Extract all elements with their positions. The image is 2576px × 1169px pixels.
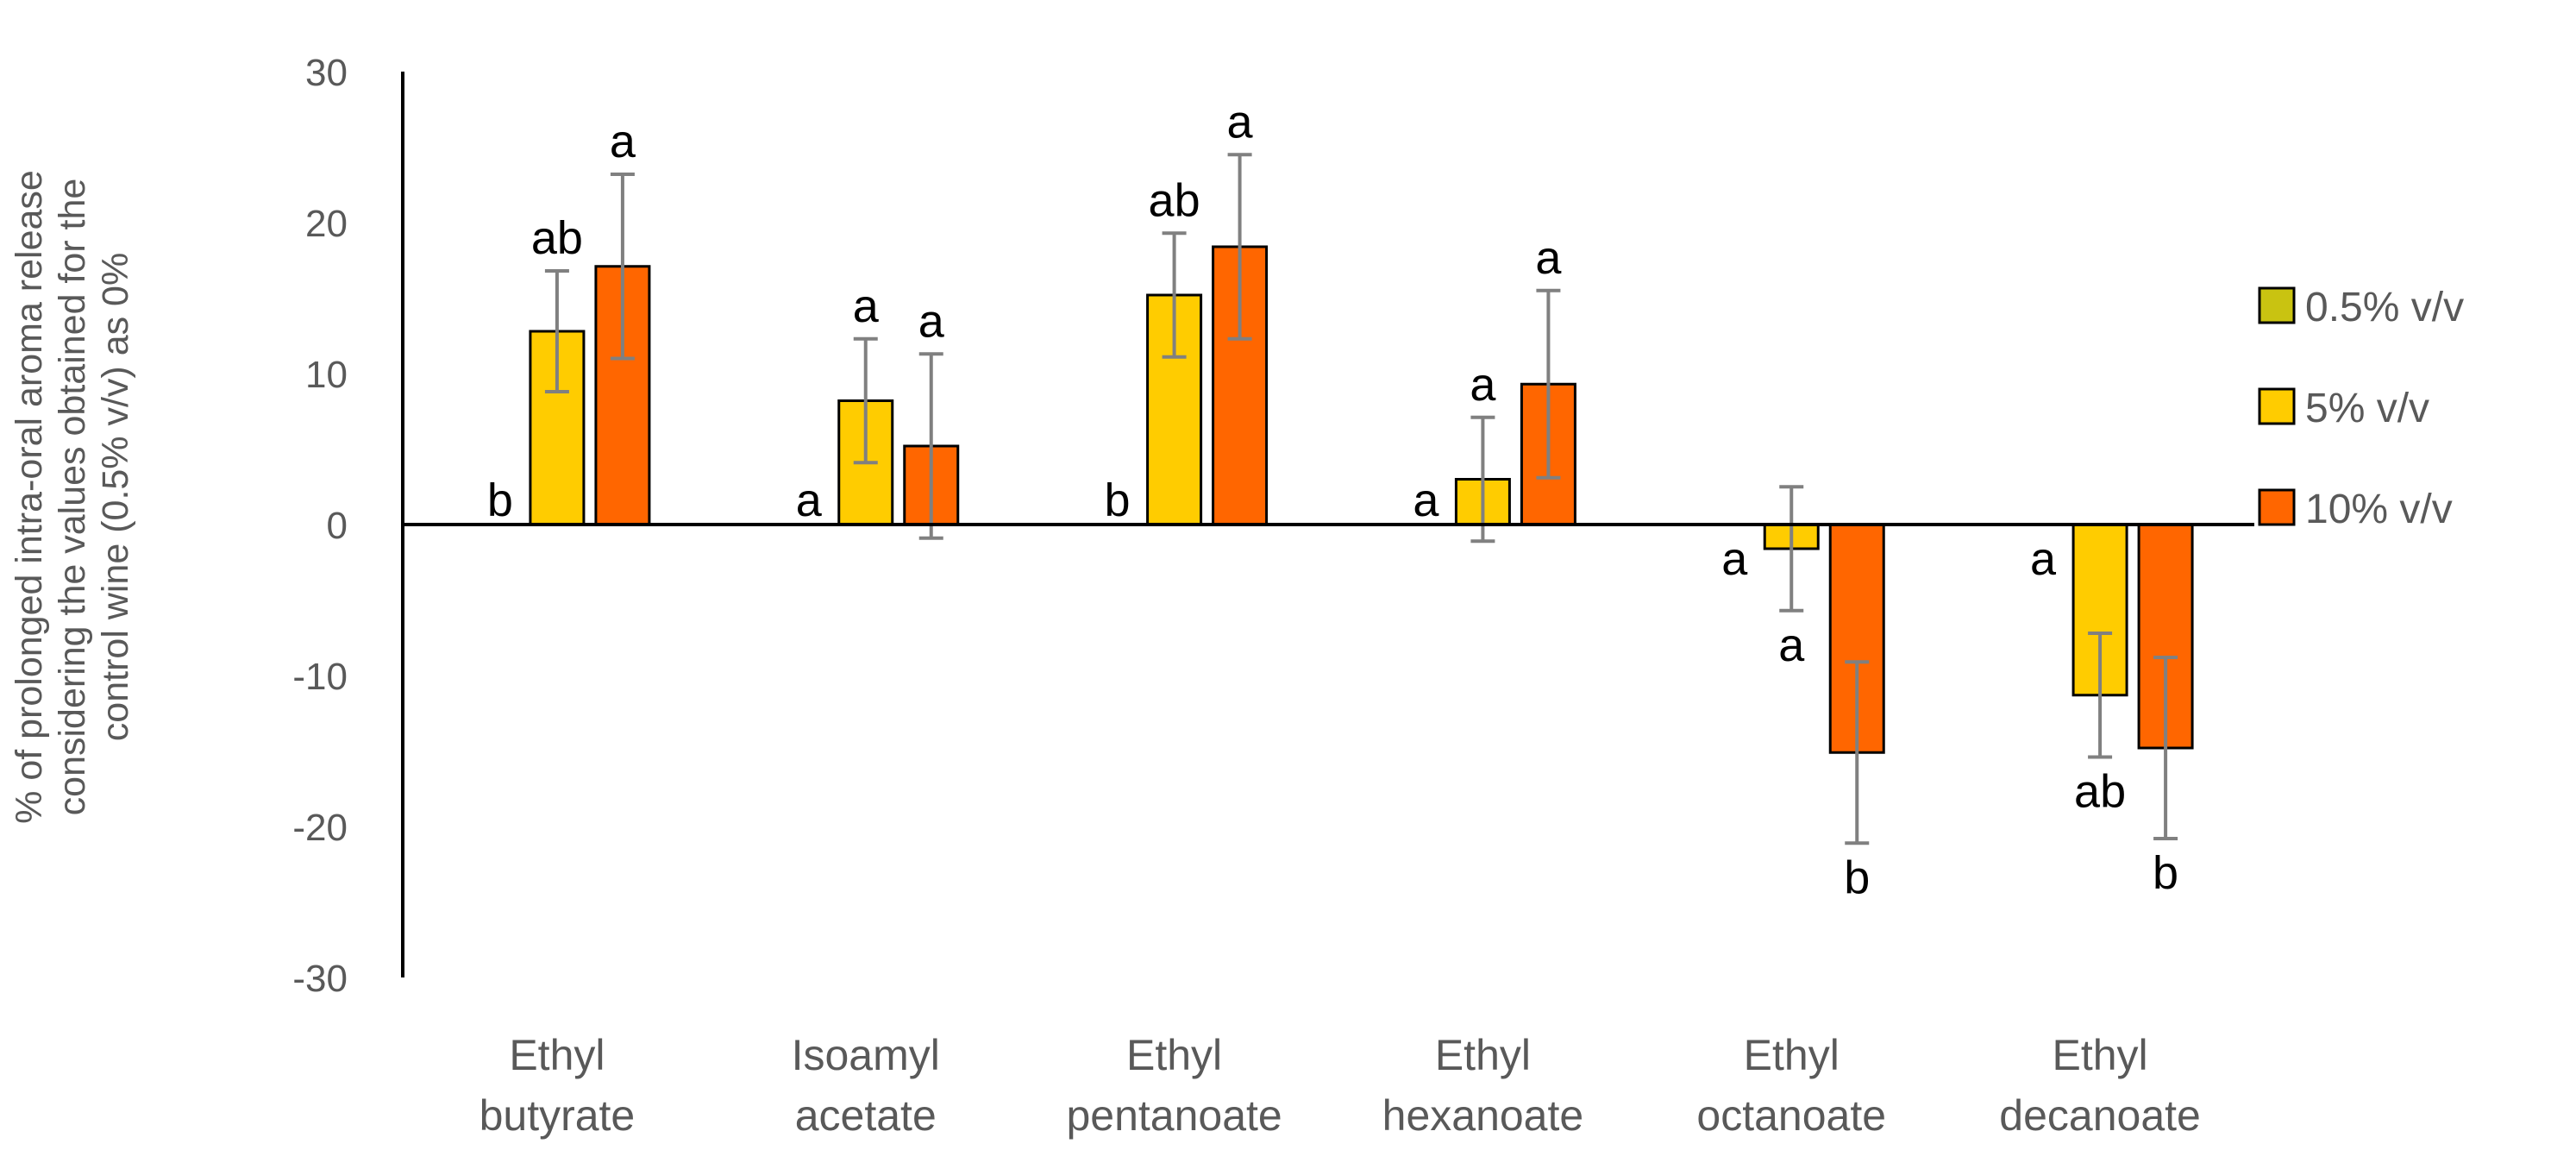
significance-label: a (796, 475, 823, 526)
category-label: pentanoate (1066, 1091, 1282, 1140)
y-axis-ticks: 30 20 10 0 -10 -20 -30 (292, 52, 348, 1000)
significance-label: b (2153, 847, 2178, 899)
category-label: decanoate (1999, 1091, 2201, 1140)
category-label: hexanoate (1382, 1091, 1584, 1140)
category-label: butyrate (479, 1091, 636, 1140)
y-tick-label: -10 (292, 656, 348, 698)
significance-label: ab (531, 212, 583, 264)
legend: 0.5% v/v 5% v/v 10% v/v (2258, 285, 2464, 532)
significance-label: a (2030, 533, 2057, 585)
significance-label: b (487, 475, 513, 526)
legend-swatch (2258, 387, 2296, 425)
legend-label: 10% v/v (2305, 487, 2453, 532)
legend-label: 5% v/v (2305, 386, 2429, 431)
y-tick-label: 10 (305, 354, 348, 396)
y-tick-label: 0 (327, 505, 348, 547)
y-axis-title-line-1: % of prolonged intra-oral aroma release (9, 170, 50, 824)
legend-swatch (2258, 488, 2296, 526)
significance-label: b (1844, 852, 1870, 903)
significance-label: a (918, 295, 945, 347)
significance-label: b (1105, 475, 1131, 526)
category-label: octanoate (1696, 1091, 1886, 1140)
bars (529, 245, 2194, 754)
significance-label: a (853, 280, 880, 332)
significance-label: a (1778, 619, 1805, 671)
category-labels: Ethyl butyrate Isoamyl acetate Ethyl pentanoa… (479, 1031, 2201, 1140)
category-label: Ethyl (1744, 1031, 1840, 1079)
legend-label: 0.5% v/v (2305, 285, 2464, 330)
axes (401, 72, 2254, 977)
error-bars (544, 153, 2178, 845)
significance-label: ab (1149, 174, 1200, 226)
category-label: acetate (795, 1091, 937, 1140)
significance-label: a (1721, 533, 1748, 585)
y-axis-title-line-2: considering the values obtained for the (52, 179, 93, 816)
significance-label: a (1535, 232, 1562, 284)
significance-label: a (1413, 475, 1439, 526)
category-label: Isoamyl (792, 1031, 940, 1079)
y-axis-title: % of prolonged intra-oral aroma release … (9, 170, 136, 824)
significance-label: ab (2074, 766, 2126, 818)
significance-label: a (610, 116, 636, 167)
category-label: Ethyl (1435, 1031, 1531, 1079)
significance-label: a (1470, 359, 1496, 411)
category-label: Ethyl (2052, 1031, 2147, 1079)
legend-swatch (2258, 286, 2296, 324)
y-tick-label: -30 (292, 958, 348, 1000)
significance-label: a (1227, 96, 1254, 148)
y-axis-title-line-3: control wine (0.5% v/v) as 0% (95, 253, 136, 741)
category-label: Ethyl (1126, 1031, 1222, 1079)
y-tick-label: 30 (305, 52, 348, 94)
y-tick-label: 20 (305, 203, 348, 245)
category-label: Ethyl (509, 1031, 605, 1079)
y-tick-label: -20 (292, 807, 348, 849)
